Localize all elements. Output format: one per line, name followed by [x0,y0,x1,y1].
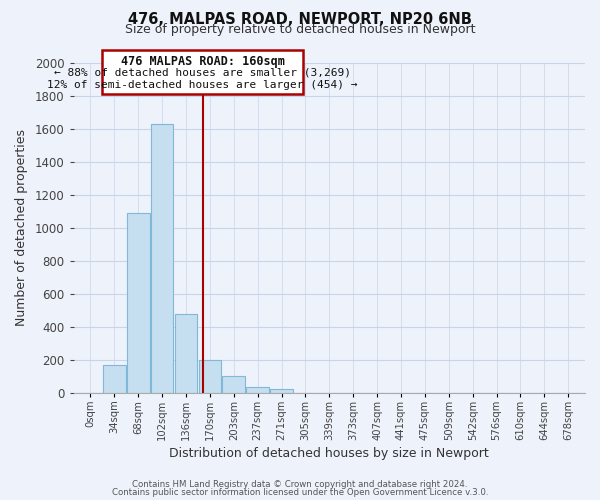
Text: ← 88% of detached houses are smaller (3,269): ← 88% of detached houses are smaller (3,… [54,67,351,77]
Bar [270,390,293,392]
Bar [103,364,125,392]
Y-axis label: Number of detached properties: Number of detached properties [15,130,28,326]
FancyBboxPatch shape [103,50,303,94]
Bar [247,387,269,392]
Bar [151,124,173,392]
Bar [199,360,221,392]
X-axis label: Distribution of detached houses by size in Newport: Distribution of detached houses by size … [169,447,489,460]
Text: Contains HM Land Registry data © Crown copyright and database right 2024.: Contains HM Land Registry data © Crown c… [132,480,468,489]
Text: 12% of semi-detached houses are larger (454) →: 12% of semi-detached houses are larger (… [47,80,358,90]
Bar [175,314,197,392]
Text: 476, MALPAS ROAD, NEWPORT, NP20 6NB: 476, MALPAS ROAD, NEWPORT, NP20 6NB [128,12,472,28]
Text: 476 MALPAS ROAD: 160sqm: 476 MALPAS ROAD: 160sqm [121,54,284,68]
Bar [127,213,149,392]
Text: Contains public sector information licensed under the Open Government Licence v.: Contains public sector information licen… [112,488,488,497]
Text: Size of property relative to detached houses in Newport: Size of property relative to detached ho… [125,22,475,36]
Bar [223,376,245,392]
